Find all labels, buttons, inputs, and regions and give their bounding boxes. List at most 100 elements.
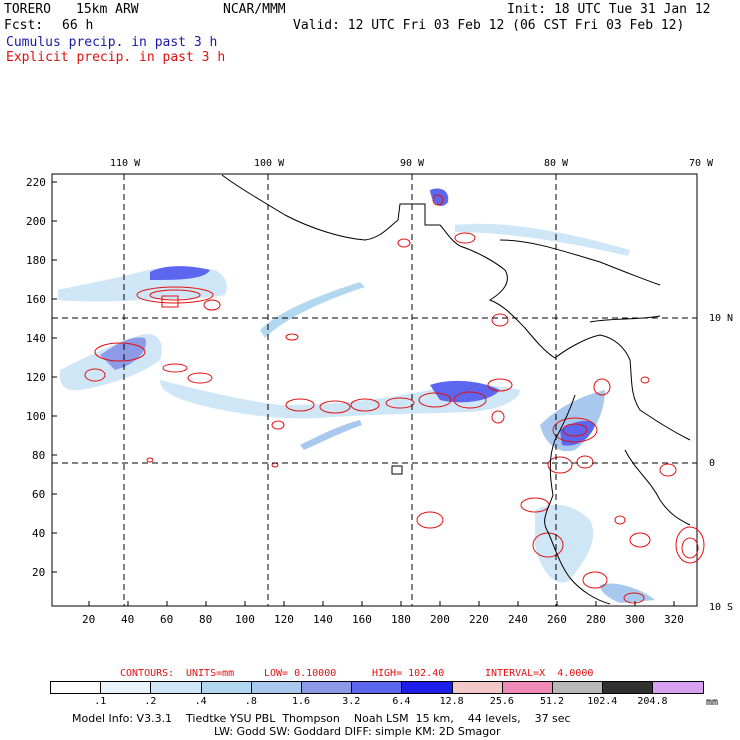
contour-34 <box>681 537 699 559</box>
x-tick-140: 140 <box>313 613 333 626</box>
contour-21 <box>432 194 444 206</box>
y-tick-220: 220 <box>26 176 46 189</box>
contour-27 <box>576 455 594 469</box>
contour-4 <box>161 295 179 308</box>
contour-13 <box>418 392 452 408</box>
legend-swatch <box>552 681 604 694</box>
legend-label: 102.4 <box>587 696 618 707</box>
contour-low: LOW= 0.10000 <box>264 668 337 679</box>
y-tick-60: 60 <box>32 488 46 501</box>
legend-swatch <box>50 681 102 694</box>
lat-label-0: 0 <box>709 458 716 469</box>
cumulus-band-13 <box>260 282 365 338</box>
footer-physics-info: LW: Godd SW: Goddard DIFF: simple KM: 2D… <box>214 725 501 738</box>
contour-31 <box>582 571 608 589</box>
x-tick-240: 240 <box>508 613 528 626</box>
contour-24 <box>552 417 598 443</box>
cumulus-label: Cumulus precip. in past 3 h <box>6 35 218 50</box>
legend-label: 204.8 <box>637 696 668 707</box>
lon-label-110w: 110 W <box>110 158 141 169</box>
contour-18 <box>285 333 299 341</box>
contour-6 <box>84 368 106 382</box>
lon-label-80w: 80 W <box>544 158 569 169</box>
legend-swatch <box>250 681 302 694</box>
contour-38 <box>271 462 279 468</box>
legend-swatch <box>501 681 553 694</box>
cumulus-band-9 <box>535 504 594 583</box>
y-tick-200: 200 <box>26 215 46 228</box>
x-tick-320: 320 <box>664 613 684 626</box>
contour-29 <box>416 511 444 529</box>
cumulus-precip-areas <box>58 188 655 603</box>
x-tick-40: 40 <box>121 613 135 626</box>
y-tick-180: 180 <box>26 254 46 267</box>
cumulus-band-6 <box>430 380 500 403</box>
contour-36 <box>640 376 650 384</box>
legend-swatch <box>652 681 704 694</box>
lat-label-10s: 10 S <box>709 602 734 613</box>
contour-28 <box>520 497 550 513</box>
x-tick-80: 80 <box>199 613 213 626</box>
legend-label: .8 <box>244 696 257 707</box>
contour-19 <box>397 238 411 248</box>
contour-25 <box>562 423 588 437</box>
x-tick-20: 20 <box>82 613 96 626</box>
contour-23 <box>593 378 611 396</box>
contour-label: CONTOURS: <box>120 668 175 679</box>
legend-label: 12.8 <box>439 696 464 707</box>
explicit-precip-contours <box>84 194 705 604</box>
x-tick-160: 160 <box>352 613 372 626</box>
legend-swatch <box>301 681 353 694</box>
x-tick-200: 200 <box>430 613 450 626</box>
model-center: NCAR/MMM <box>223 2 286 17</box>
fcst-label: Fcst: <box>4 18 44 33</box>
y-tick-160: 160 <box>26 293 46 306</box>
contour-1 <box>136 286 214 304</box>
footer-model-info: Model Info: V3.3.1 Tiedtke YSU PBL Thomp… <box>72 712 571 725</box>
contour-2 <box>149 289 201 301</box>
lon-label-70w: 70 W <box>689 158 714 169</box>
y-tick-140: 140 <box>26 332 46 345</box>
coast-south-america <box>544 394 611 605</box>
contour-32 <box>623 592 645 604</box>
lon-label-90w: 90 W <box>400 158 425 169</box>
contour-15 <box>487 378 513 392</box>
contour-37 <box>146 457 154 463</box>
y-tick-40: 40 <box>32 527 46 540</box>
lon-label-100w: 100 W <box>254 158 285 169</box>
contour-16 <box>491 410 505 424</box>
contour-7 <box>162 363 188 373</box>
coastlines <box>221 174 691 605</box>
legend-label: 51.2 <box>540 696 565 707</box>
contour-5 <box>94 342 146 362</box>
contour-14 <box>453 391 487 409</box>
contour-40 <box>614 515 626 525</box>
cumulus-band-5 <box>160 380 520 419</box>
contour-3 <box>203 299 221 311</box>
cumulus-band-10 <box>600 583 655 603</box>
map-frame <box>51 173 698 607</box>
contour-20 <box>454 232 476 244</box>
legend-swatch <box>100 681 152 694</box>
contour-22 <box>491 313 509 327</box>
fcst-value: 66 h <box>62 18 94 33</box>
y-tick-80: 80 <box>32 449 46 462</box>
legend-label: 1.6 <box>292 696 311 707</box>
legend-label: .1 <box>94 696 107 707</box>
y-tick-20: 20 <box>32 566 46 579</box>
legend-label: 25.6 <box>489 696 514 707</box>
x-tick-260: 260 <box>547 613 567 626</box>
contour-9 <box>285 398 315 412</box>
contour-39 <box>629 532 651 548</box>
lat-lon-grid <box>52 174 697 606</box>
coast-mexico <box>221 174 691 441</box>
legend-swatch <box>351 681 403 694</box>
y-tick-120: 120 <box>26 371 46 384</box>
contour-units: UNITS=mm <box>186 668 235 679</box>
contour-high: HIGH= 102.40 <box>372 668 445 679</box>
contour-12 <box>385 397 415 409</box>
coast-cuba <box>499 239 661 286</box>
model-resolution: 15km ARW <box>76 2 139 17</box>
cumulus-band-12 <box>455 223 630 256</box>
legend-swatch <box>602 681 654 694</box>
